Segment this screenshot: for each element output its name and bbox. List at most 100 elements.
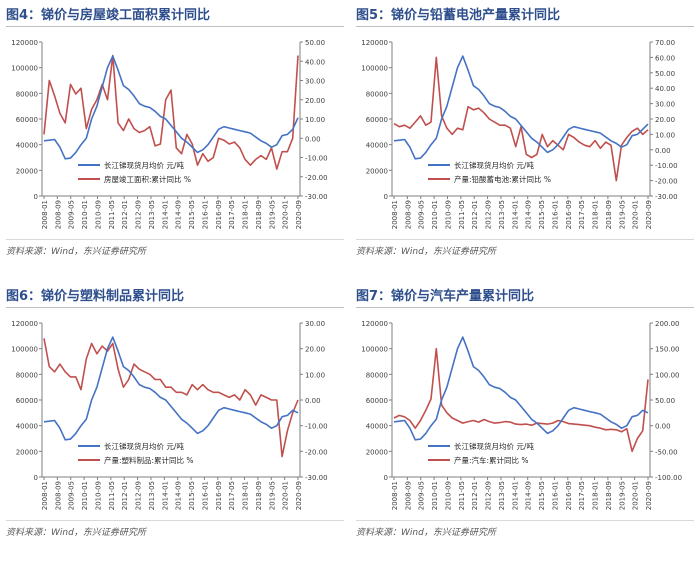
x-tick-label: 2012-09: [485, 481, 493, 510]
legend-price-label: 长江锑现货月均价 元/吨: [454, 441, 534, 451]
left-tick-label: 0: [34, 193, 38, 201]
x-tick-label: 2009-05: [68, 481, 76, 510]
chart-title: 图5：锑价与铅蓄电池产量累计同比: [356, 8, 561, 23]
left-tick-label: 40000: [366, 142, 388, 150]
left-tick-label: 40000: [16, 142, 38, 150]
x-tick-label: 2019-05: [618, 200, 626, 229]
legend-yoy-label: 产量:铅酸蓄电池:累计同比 %: [454, 174, 551, 184]
title-divider: [6, 307, 344, 308]
right-tick-label: -10.00: [305, 423, 328, 431]
right-tick-label: 150.00: [655, 346, 680, 354]
chart-title: 图7：锑价与汽车产量累计同比: [356, 289, 535, 304]
yoy-series-line: [43, 338, 299, 458]
x-tick-label: 2012-01: [121, 200, 129, 229]
right-tick-label: 50.00: [655, 70, 675, 78]
x-tick-label: 2008-09: [54, 200, 62, 229]
panel-fig4: 图4：锑价与房屋竣工面积累计同比 0 20000 40000 60000 80000 10…: [0, 0, 350, 282]
x-tick-label: 2019-05: [268, 481, 276, 510]
price-series-line: [43, 336, 299, 441]
x-tick-label: 2017-05: [228, 481, 236, 510]
x-tick-label: 2010-09: [94, 200, 102, 229]
x-tick-label: 2014-09: [175, 481, 183, 510]
yoy-series-line: [393, 56, 649, 182]
x-tick-label: 2009-05: [68, 200, 76, 229]
left-tick-label: 60000: [366, 116, 388, 124]
right-tick-label: 0.00: [655, 147, 671, 155]
right-tick-label: 10.00: [305, 116, 325, 124]
panel-fig7: 图7：锑价与汽车产量累计同比 0 20000 40000 60000 80000 1000…: [350, 281, 700, 563]
x-tick-label: 2014-01: [511, 481, 519, 510]
left-tick-label: 40000: [16, 423, 38, 431]
x-tick-label: 2008-09: [404, 200, 412, 229]
x-tick-label: 2020-01: [632, 200, 640, 229]
source-note: 资料来源：Wind，东兴证券研究所: [356, 247, 496, 257]
source-note: 资料来源：Wind，东兴证券研究所: [356, 528, 496, 538]
x-tick-label: 2017-05: [578, 200, 586, 229]
x-tick-label: 2012-09: [135, 200, 143, 229]
source-divider: [356, 520, 694, 521]
source-divider: [6, 520, 344, 521]
x-tick-label: 2017-05: [578, 481, 586, 510]
right-tick-label: -20.00: [655, 178, 678, 186]
x-tick-label: 2010-09: [94, 481, 102, 510]
right-tick-label: -30.00: [305, 474, 328, 482]
title-divider: [356, 26, 694, 27]
x-tick-label: 2016-01: [201, 481, 209, 510]
left-tick-label: 0: [384, 474, 388, 482]
x-tick-label: 2015-05: [538, 200, 546, 229]
x-tick-label: 2011-05: [108, 481, 116, 510]
chart-title: 图4：锑价与房屋竣工面积累计同比: [6, 8, 211, 23]
chart-title: 图6：锑价与塑料制品累计同比: [6, 289, 185, 304]
x-tick-label: 2020-01: [282, 200, 290, 229]
x-tick-label: 2016-09: [215, 200, 223, 229]
right-tick-label: -30.00: [655, 193, 678, 201]
x-tick-label: 2018-01: [592, 481, 600, 510]
x-tick-label: 2014-09: [175, 200, 183, 229]
right-tick-label: 30.00: [655, 101, 675, 109]
x-tick-label: 2010-09: [444, 200, 452, 229]
right-tick-label: 20.00: [305, 97, 325, 105]
left-tick-label: 20000: [366, 167, 388, 175]
legend-yoy-label: 房屋竣工面积:累计同比 %: [104, 174, 191, 184]
right-tick-label: -30.00: [305, 193, 328, 201]
x-tick-label: 2016-09: [565, 481, 573, 510]
x-tick-label: 2010-01: [431, 481, 439, 510]
left-tick-label: 40000: [366, 423, 388, 431]
left-tick-label: 80000: [366, 90, 388, 98]
x-tick-label: 2014-01: [161, 200, 169, 229]
x-tick-label: 2018-01: [242, 200, 250, 229]
left-tick-label: 60000: [16, 116, 38, 124]
x-tick-label: 2016-09: [215, 481, 223, 510]
left-tick-label: 60000: [366, 397, 388, 405]
x-tick-label: 2014-01: [161, 481, 169, 510]
x-tick-label: 2015-05: [538, 481, 546, 510]
left-tick-label: 100000: [361, 65, 388, 73]
right-tick-label: 70.00: [655, 39, 675, 47]
right-tick-label: -20.00: [305, 448, 328, 456]
legend-price-label: 长江锑现货月均价 元/吨: [104, 160, 184, 170]
right-tick-label: 50.00: [305, 39, 325, 47]
x-tick-label: 2015-05: [188, 481, 196, 510]
x-tick-label: 2011-05: [458, 200, 466, 229]
left-tick-label: 80000: [16, 90, 38, 98]
x-tick-label: 2012-01: [471, 200, 479, 229]
left-tick-label: 20000: [16, 448, 38, 456]
right-tick-label: -50.00: [655, 448, 678, 456]
left-tick-label: 0: [384, 193, 388, 201]
chart-fig5: 0 20000 40000 60000 80000 100000 120000 -30.00 -…: [361, 39, 678, 229]
price-series-line: [393, 336, 649, 441]
x-tick-label: 2018-01: [592, 200, 600, 229]
right-tick-label: -10.00: [305, 155, 328, 163]
chart-fig4: 0 20000 40000 60000 80000 100000 120000 -30.00 -…: [11, 39, 328, 229]
title-divider: [6, 26, 344, 27]
x-tick-label: 2014-01: [511, 200, 519, 229]
x-tick-label: 2020-09: [645, 481, 653, 510]
x-tick-label: 2018-09: [255, 481, 263, 510]
right-tick-label: 40.00: [305, 58, 325, 66]
right-tick-label: 100.00: [655, 371, 680, 379]
x-tick-label: 2019-05: [618, 481, 626, 510]
x-tick-label: 2020-09: [295, 481, 303, 510]
right-tick-label: 0.00: [305, 397, 321, 405]
title-divider: [356, 307, 694, 308]
yoy-series-line: [393, 347, 649, 453]
